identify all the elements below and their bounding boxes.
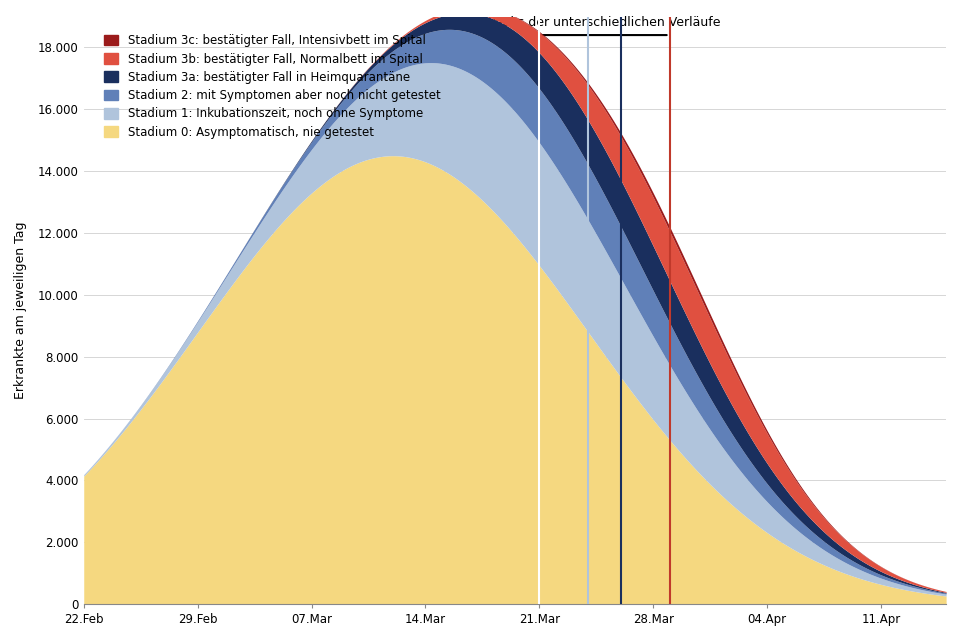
Text: Peaks der unterschiedlichen Verläufe: Peaks der unterschiedlichen Verläufe xyxy=(489,16,721,29)
Y-axis label: Erkrankte am jeweiligen Tag: Erkrankte am jeweiligen Tag xyxy=(13,221,27,399)
Legend: Stadium 3c: bestätigter Fall, Intensivbett im Spital, Stadium 3b: bestätigter Fa: Stadium 3c: bestätigter Fall, Intensivbe… xyxy=(98,28,446,145)
